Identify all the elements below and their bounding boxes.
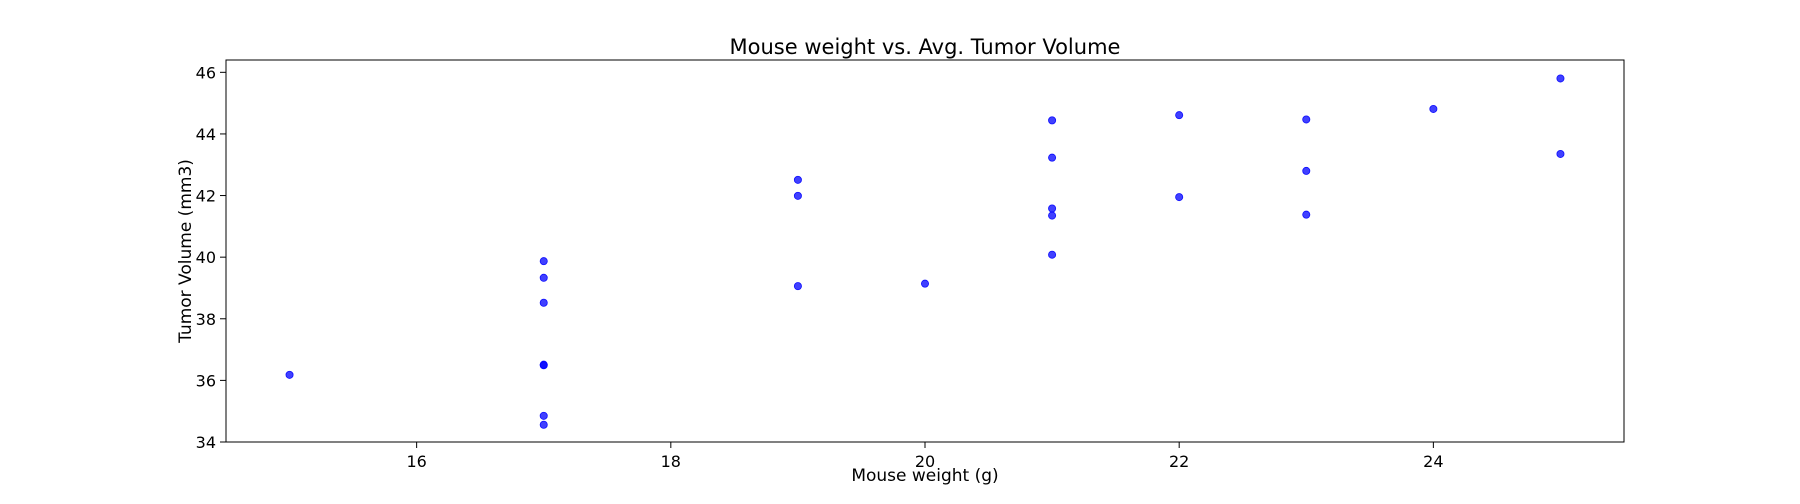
x-tick-label: 18 [661, 452, 681, 471]
x-tick-label: 24 [1423, 452, 1443, 471]
data-point [285, 370, 294, 379]
x-tick-label: 16 [406, 452, 426, 471]
data-point [1048, 204, 1057, 213]
y-tick-label: 46 [196, 63, 216, 82]
y-tick-label: 42 [196, 187, 216, 206]
data-point [1302, 210, 1311, 219]
data-point [539, 273, 548, 282]
y-axis-ticks: 34 36 38 40 42 44 46 [196, 63, 226, 452]
y-tick-label: 38 [196, 310, 216, 329]
data-point [539, 411, 548, 420]
plot-frame [225, 59, 1625, 443]
y-tick-label: 36 [196, 371, 216, 390]
y-tick-label: 34 [196, 433, 216, 452]
data-point [1302, 115, 1311, 124]
x-axis-label: Mouse weight (g) [851, 466, 998, 486]
data-point [539, 420, 548, 429]
data-points [285, 74, 1565, 429]
data-point [1048, 153, 1057, 162]
data-point [921, 279, 930, 288]
data-point [539, 298, 548, 307]
data-point [1556, 74, 1565, 83]
x-axis-ticks: 16 18 20 22 24 [406, 442, 1444, 471]
data-point [1048, 211, 1057, 220]
x-tick-label: 20 [915, 452, 935, 471]
data-point [1048, 250, 1057, 259]
chart-title: Mouse weight vs. Avg. Tumor Volume [730, 35, 1121, 59]
data-point [1302, 166, 1311, 175]
x-tick-label: 22 [1169, 452, 1189, 471]
data-point [793, 282, 802, 291]
data-point [539, 361, 548, 370]
data-point [539, 257, 548, 266]
data-point [1556, 149, 1565, 158]
data-point [793, 175, 802, 184]
data-point [1048, 116, 1057, 125]
data-point [1175, 193, 1184, 202]
y-tick-label: 44 [196, 125, 216, 144]
data-point [1429, 104, 1438, 113]
data-point [793, 191, 802, 200]
y-axis-label: Tumor Volume (mm3) [176, 159, 196, 344]
data-point [1175, 111, 1184, 120]
y-tick-label: 40 [196, 248, 216, 267]
